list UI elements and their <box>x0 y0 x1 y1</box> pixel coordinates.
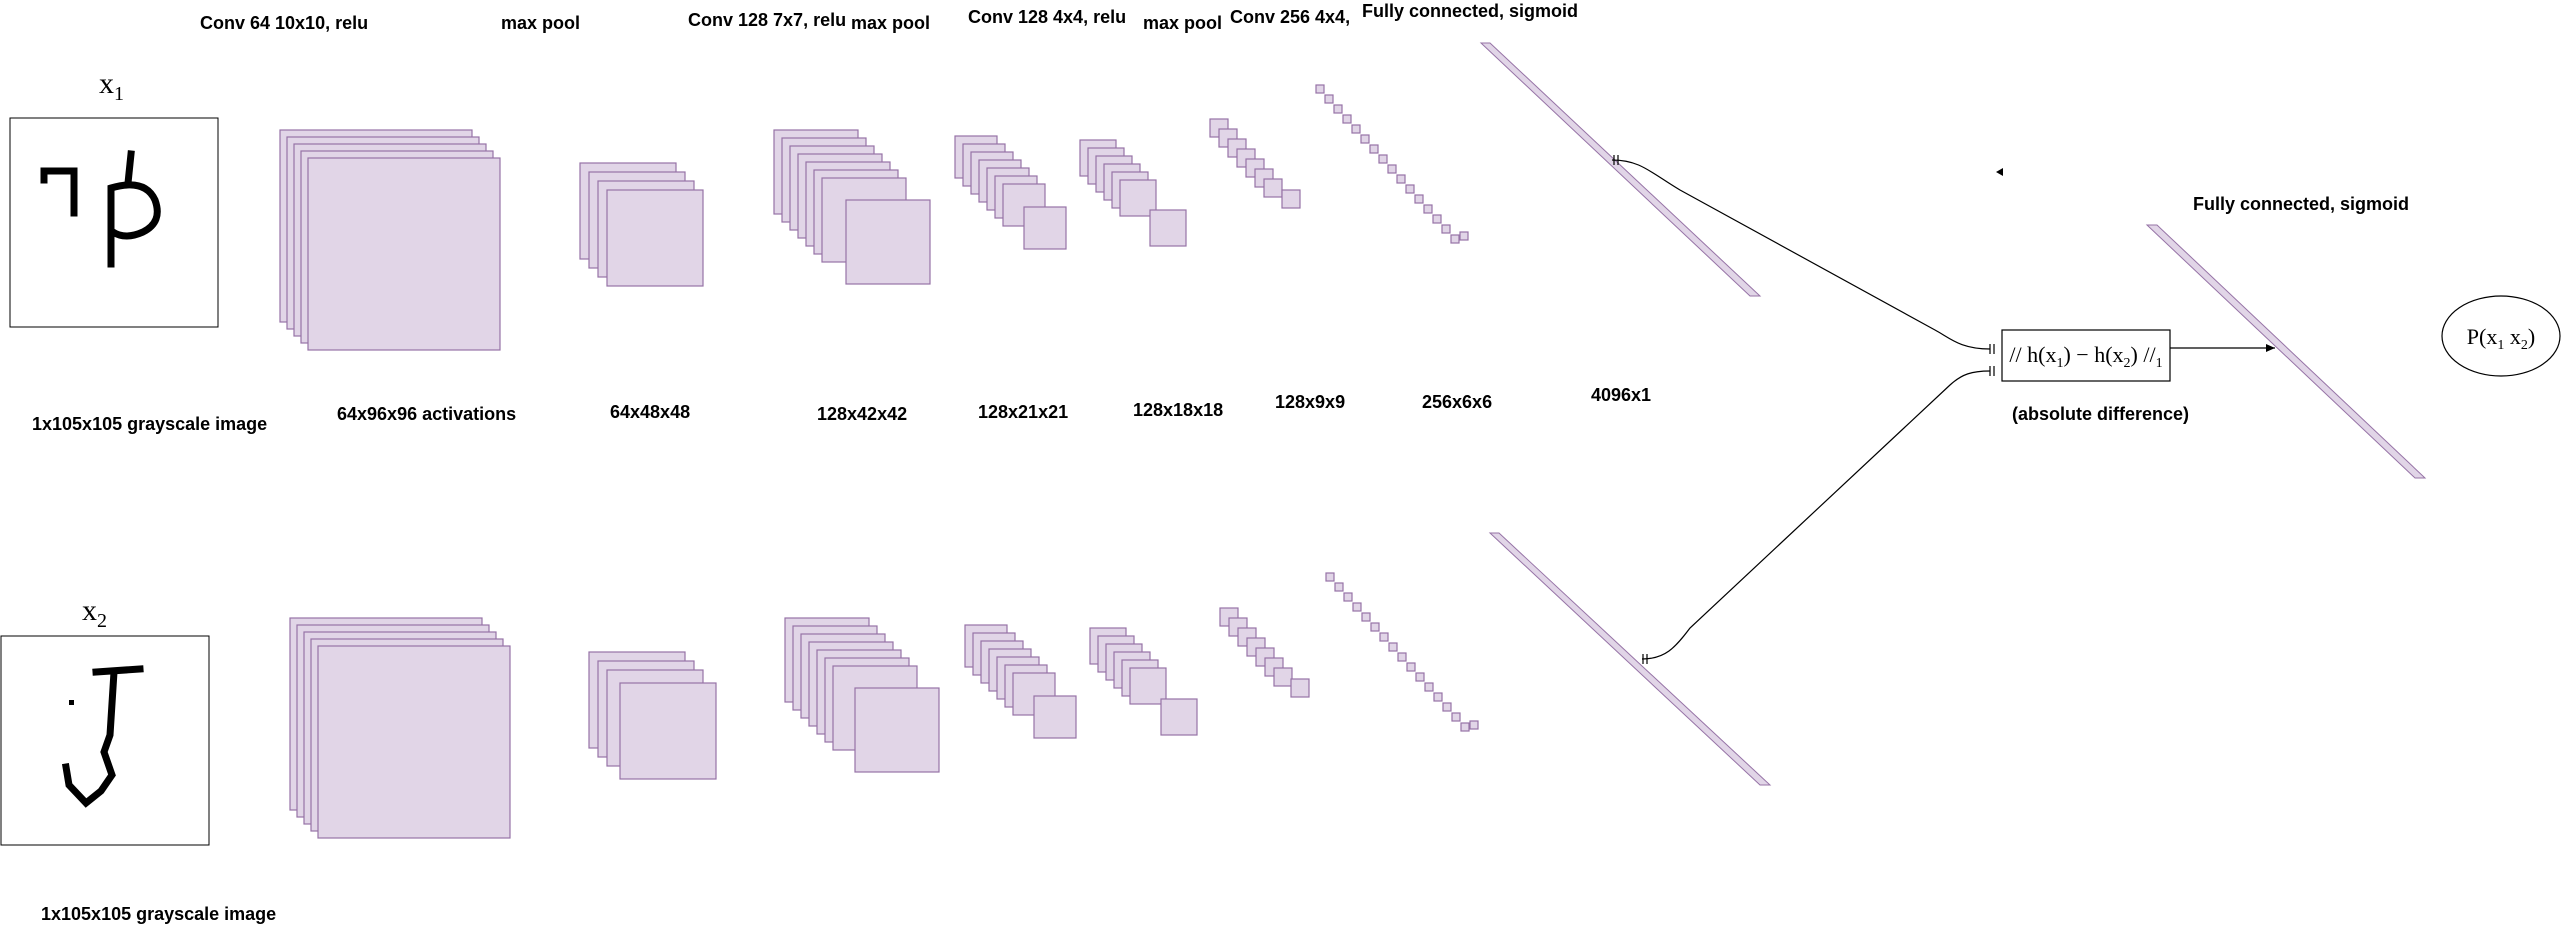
input-x2-caption: 1x105x105 grayscale image <box>41 904 276 924</box>
bottom-flatten-units <box>1325 572 1479 732</box>
output-probability-label: P(x1 x2) <box>2467 324 2535 353</box>
input-x1-caption: 1x105x105 grayscale image <box>32 414 267 434</box>
top-flatten-units <box>1315 84 1469 244</box>
distance-caption: (absolute difference) <box>2012 404 2189 424</box>
dim-conv2: 128x42x42 <box>817 404 907 424</box>
distance-formula: // h(x1) − h(x2) //1 <box>2009 342 2162 371</box>
dim-fc1: 4096x1 <box>1591 385 1651 405</box>
connector-bottom-to-distance <box>1641 370 1991 660</box>
bottom-conv1-stack <box>289 617 511 839</box>
conv1-label: Conv 64 10x10, relu <box>200 13 368 33</box>
top-pool3-stack <box>1079 139 1187 247</box>
top-conv3-stack <box>954 135 1067 250</box>
distance-block <box>2001 329 2171 382</box>
bottom-pool1-stack <box>588 651 717 780</box>
dim-conv3: 128x21x21 <box>978 402 1068 422</box>
pool2-label: max pool <box>851 13 930 33</box>
bottom-fc-vector <box>1488 532 1772 786</box>
input-x1-title: x1 <box>99 67 124 105</box>
handwritten-character-x1 <box>40 150 161 268</box>
input-x2-title: x2 <box>82 594 107 632</box>
top-fc-vector <box>1479 42 1762 297</box>
conv3-label: Conv 128 4x4, relu <box>968 7 1126 27</box>
top-conv2-stack <box>773 129 931 285</box>
bottom-conv4-stack <box>1219 607 1310 698</box>
dim-pool3: 128x18x18 <box>1133 400 1223 420</box>
output-fc-vector <box>2145 224 2427 479</box>
stray-arrowhead <box>1996 168 2003 176</box>
bottom-pool3-stack <box>1089 627 1198 736</box>
output-probability-node <box>2441 295 2561 377</box>
pool3-label: max pool <box>1143 13 1222 33</box>
connector-bottom-endmarks <box>1642 366 1995 664</box>
dim-conv4: 128x9x9 <box>1275 392 1345 412</box>
handwritten-character-x2 <box>61 665 144 808</box>
pool1-label: max pool <box>501 13 580 33</box>
bottom-conv3-stack <box>964 624 1077 739</box>
connector-top-endmarks <box>1613 155 1995 354</box>
fc1-label: Fully connected, sigmoid <box>1362 1 1578 21</box>
top-pool1-stack <box>579 162 704 287</box>
bottom-conv2-stack <box>784 617 940 773</box>
output-fc-label: Fully connected, sigmoid <box>2193 194 2409 214</box>
dim-pool1: 64x48x48 <box>610 402 690 422</box>
conv4-label: Conv 256 4x4, <box>1230 7 1350 27</box>
top-conv1-stack <box>279 129 501 351</box>
top-conv4-stack <box>1209 118 1301 209</box>
dim-flatten: 256x6x6 <box>1422 392 1492 412</box>
connector-top-to-distance <box>1611 159 1991 350</box>
dim-conv1: 64x96x96 activations <box>337 404 516 424</box>
conv2-label: Conv 128 7x7, relu <box>688 10 846 30</box>
